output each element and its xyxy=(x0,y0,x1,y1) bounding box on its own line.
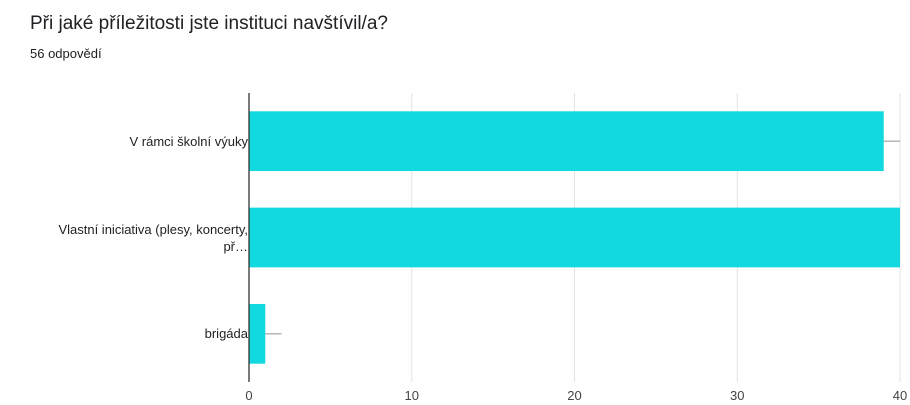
response-count: 56 odpovědí xyxy=(30,46,102,61)
category-label: Vlastní iniciativa (plesy, koncerty, př… xyxy=(8,221,248,255)
category-label: brigáda xyxy=(8,325,248,342)
category-label-line: př… xyxy=(223,238,248,254)
x-tick-label: 10 xyxy=(405,388,419,403)
category-label: V rámci školní výuky xyxy=(8,133,248,150)
bar[interactable] xyxy=(249,303,266,364)
category-label-line: V rámci školní výuky xyxy=(129,133,248,149)
bar[interactable] xyxy=(249,111,884,172)
x-tick-label: 20 xyxy=(567,388,581,403)
bars xyxy=(249,111,900,364)
error-bars xyxy=(265,140,900,335)
x-tick-label: 30 xyxy=(730,388,744,403)
question-title: Při jaké příležitosti jste instituci nav… xyxy=(30,13,388,34)
category-label-line: Vlastní iniciativa (plesy, koncerty, xyxy=(58,221,248,237)
x-tick-labels: 0 10 20 30 40 xyxy=(245,388,907,403)
x-tick-label: 0 xyxy=(245,388,252,403)
bar[interactable] xyxy=(249,207,900,268)
x-tick-label: 40 xyxy=(893,388,907,403)
category-label-line: brigáda xyxy=(204,326,248,342)
